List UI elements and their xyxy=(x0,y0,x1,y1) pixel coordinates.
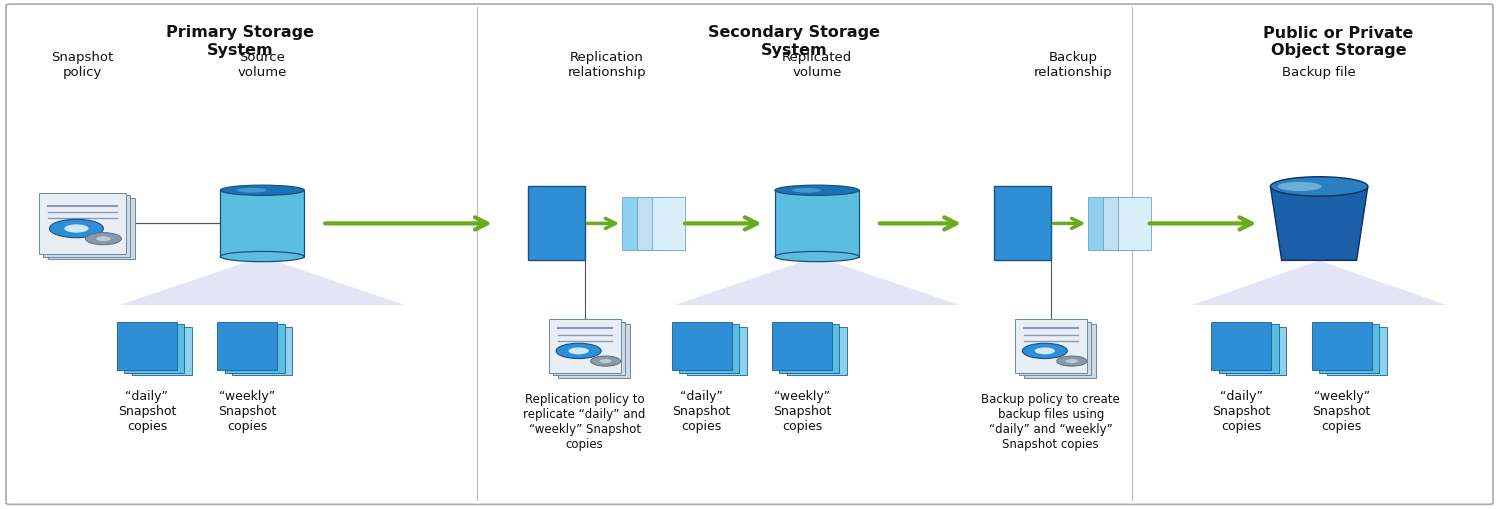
Ellipse shape xyxy=(237,188,267,193)
Ellipse shape xyxy=(556,344,601,359)
FancyBboxPatch shape xyxy=(1211,322,1271,371)
Text: Backup policy to create
backup files using
“daily” and “weekly”
Snapshot copies: Backup policy to create backup files usi… xyxy=(982,392,1120,450)
Text: Snapshot
policy: Snapshot policy xyxy=(51,51,114,79)
FancyBboxPatch shape xyxy=(687,327,747,375)
FancyBboxPatch shape xyxy=(232,327,292,375)
Ellipse shape xyxy=(568,348,589,355)
FancyBboxPatch shape xyxy=(994,187,1051,261)
Text: Replication policy to
replicate “daily” and
“weekly” Snapshot
copies: Replication policy to replicate “daily” … xyxy=(523,392,646,450)
FancyBboxPatch shape xyxy=(6,5,1493,504)
Ellipse shape xyxy=(49,220,103,238)
Ellipse shape xyxy=(220,252,304,262)
Text: Primary Storage
System: Primary Storage System xyxy=(166,25,313,58)
FancyBboxPatch shape xyxy=(779,325,839,373)
FancyBboxPatch shape xyxy=(772,322,832,371)
Polygon shape xyxy=(1271,187,1367,261)
FancyBboxPatch shape xyxy=(775,191,859,257)
FancyBboxPatch shape xyxy=(117,322,177,371)
Text: “daily”
Snapshot
copies: “daily” Snapshot copies xyxy=(118,389,175,432)
Ellipse shape xyxy=(791,188,821,193)
Text: “weekly”
Snapshot
copies: “weekly” Snapshot copies xyxy=(219,389,276,432)
Ellipse shape xyxy=(1022,344,1067,359)
FancyBboxPatch shape xyxy=(43,196,130,257)
Ellipse shape xyxy=(64,225,88,233)
Ellipse shape xyxy=(775,186,859,196)
Polygon shape xyxy=(120,257,405,305)
Ellipse shape xyxy=(591,356,621,366)
FancyBboxPatch shape xyxy=(1327,327,1387,375)
Text: “daily”
Snapshot
copies: “daily” Snapshot copies xyxy=(673,389,730,432)
Ellipse shape xyxy=(1277,182,1322,191)
Text: Secondary Storage
System: Secondary Storage System xyxy=(709,25,880,58)
FancyBboxPatch shape xyxy=(652,197,685,250)
FancyBboxPatch shape xyxy=(48,199,135,260)
FancyBboxPatch shape xyxy=(217,322,277,371)
FancyBboxPatch shape xyxy=(220,191,304,257)
FancyBboxPatch shape xyxy=(1103,197,1136,250)
Ellipse shape xyxy=(85,233,121,245)
Ellipse shape xyxy=(1271,177,1367,196)
FancyBboxPatch shape xyxy=(39,193,126,254)
FancyBboxPatch shape xyxy=(132,327,192,375)
Ellipse shape xyxy=(1066,359,1078,363)
Text: Backup file: Backup file xyxy=(1282,66,1357,79)
FancyBboxPatch shape xyxy=(672,322,732,371)
FancyBboxPatch shape xyxy=(622,197,655,250)
FancyBboxPatch shape xyxy=(1024,325,1096,378)
Ellipse shape xyxy=(1057,356,1087,366)
FancyBboxPatch shape xyxy=(1319,325,1379,373)
FancyBboxPatch shape xyxy=(1118,197,1151,250)
Text: Source
volume: Source volume xyxy=(238,51,286,79)
Polygon shape xyxy=(1192,261,1447,305)
FancyBboxPatch shape xyxy=(1226,327,1286,375)
FancyBboxPatch shape xyxy=(787,327,847,375)
Text: Replicated
volume: Replicated volume xyxy=(782,51,851,79)
Text: “weekly”
Snapshot
copies: “weekly” Snapshot copies xyxy=(1313,389,1370,432)
FancyBboxPatch shape xyxy=(1019,322,1091,375)
FancyBboxPatch shape xyxy=(1088,197,1121,250)
Ellipse shape xyxy=(775,252,859,262)
FancyBboxPatch shape xyxy=(558,325,630,378)
Text: Replication
relationship: Replication relationship xyxy=(568,51,646,79)
Text: “weekly”
Snapshot
copies: “weekly” Snapshot copies xyxy=(773,389,830,432)
FancyBboxPatch shape xyxy=(1219,325,1279,373)
FancyBboxPatch shape xyxy=(1312,322,1372,371)
Ellipse shape xyxy=(600,359,612,363)
FancyBboxPatch shape xyxy=(637,197,670,250)
FancyBboxPatch shape xyxy=(528,187,585,261)
Ellipse shape xyxy=(1034,348,1055,355)
FancyBboxPatch shape xyxy=(124,325,184,373)
Ellipse shape xyxy=(220,186,304,196)
FancyBboxPatch shape xyxy=(553,322,625,375)
Ellipse shape xyxy=(96,237,111,242)
FancyBboxPatch shape xyxy=(679,325,739,373)
FancyBboxPatch shape xyxy=(1015,320,1087,373)
Text: Backup
relationship: Backup relationship xyxy=(1034,51,1112,79)
FancyBboxPatch shape xyxy=(549,320,621,373)
Polygon shape xyxy=(675,257,959,305)
FancyBboxPatch shape xyxy=(225,325,285,373)
Text: Public or Private
Object Storage: Public or Private Object Storage xyxy=(1264,25,1414,58)
Text: “daily”
Snapshot
copies: “daily” Snapshot copies xyxy=(1213,389,1270,432)
